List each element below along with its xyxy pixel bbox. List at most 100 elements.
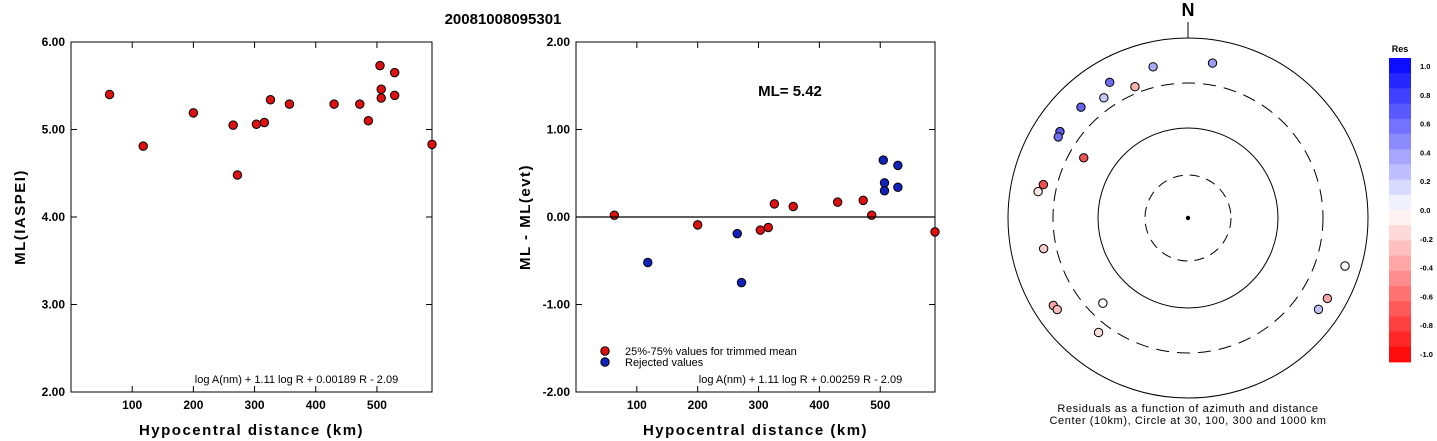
y-axis-label: ML(IASPEI) — [12, 169, 29, 265]
colorbar-segment — [1389, 118, 1411, 135]
magnitude-formula: log A(nm) + 1.11 log R + 0.00189 R - 2.0… — [195, 374, 398, 386]
data-point — [769, 199, 780, 209]
station-residual-point — [1079, 153, 1089, 163]
colorbar-tick-label: 0.2 — [1420, 177, 1430, 186]
legend-label: 25%-75% values for trimmed mean — [625, 346, 797, 358]
legend-marker — [600, 346, 610, 356]
station-residual-point — [1104, 77, 1115, 88]
x-tick-label: 400 — [306, 398, 326, 412]
data-point — [878, 155, 888, 165]
data-point — [376, 84, 386, 94]
data-point — [251, 119, 262, 129]
colorbar-segment — [1389, 270, 1411, 287]
colorbar-tick-label: -0.4 — [1420, 264, 1434, 273]
y-tick-label: 6.00 — [42, 35, 66, 49]
data-point — [732, 228, 742, 239]
colorbar-tick-label: 0.4 — [1420, 148, 1431, 157]
residual-colorbar: Res 1.0 0.8 0.6 0.4 0.2 0.0 -0.2 -0.4 -0.6 -0.8 -1.… — [1389, 44, 1434, 363]
colorbar-segment — [1389, 194, 1411, 211]
colorbar-segment — [1389, 164, 1411, 180]
data-point — [265, 95, 276, 105]
colorbar-tick-label: 1.0 — [1420, 62, 1430, 71]
data-point — [355, 99, 365, 109]
x-tick-label: 100 — [122, 398, 142, 412]
station-residual-point — [1052, 304, 1062, 315]
station-residual-point — [1053, 132, 1063, 142]
data-point — [138, 141, 148, 151]
legend-label: Rejected values — [625, 357, 704, 369]
data-point — [893, 160, 903, 171]
colorbar-segment — [1389, 210, 1411, 226]
colorbar-segment — [1389, 286, 1411, 302]
data-point — [867, 210, 877, 220]
plot-frame — [70, 41, 433, 393]
data-point — [879, 186, 890, 196]
station-residual-point — [1340, 261, 1350, 271]
colorbar-tick-label: 0.6 — [1420, 120, 1430, 129]
colorbar-tick-label: -0.6 — [1420, 292, 1433, 301]
station-residual-point — [1093, 327, 1104, 338]
data-point — [858, 195, 868, 206]
colorbar-tick-label: 0.8 — [1420, 91, 1430, 100]
data-point — [389, 67, 400, 78]
data-point — [879, 178, 890, 188]
range-circle-30km — [1144, 174, 1232, 262]
colorbar-tick-label: -1.0 — [1420, 350, 1433, 359]
y-tick-label: 3.00 — [42, 298, 66, 312]
y-tick-label: -1.00 — [543, 298, 571, 312]
y-tick-label: 1.00 — [547, 123, 571, 137]
data-point — [930, 227, 940, 237]
x-tick-label: 200 — [688, 398, 708, 412]
colorbar-segment — [1389, 346, 1411, 363]
colorbar-tick-label: 0.0 — [1420, 206, 1430, 215]
data-point — [609, 210, 620, 220]
station-residual-point — [1099, 93, 1109, 103]
x-tick-label: 500 — [870, 398, 890, 412]
colorbar-title: Res — [1392, 44, 1409, 54]
colorbar-segment — [1389, 316, 1411, 332]
y-tick-label: 2.00 — [42, 385, 66, 399]
ml-iaspei-plot: 100 200 300 400 500 2.00 3.00 4.00 5.00 6.00 Hypoc… — [12, 35, 437, 439]
azimuth-residual-polar-plot: N Residuals as a function of azimuth and … — [1007, 0, 1369, 427]
data-point — [643, 257, 653, 268]
x-tick-label: 300 — [245, 398, 265, 412]
station-residual-point — [1207, 58, 1218, 68]
y-tick-label: -2.00 — [543, 385, 571, 399]
data-point — [755, 225, 766, 235]
station-residual-point — [1322, 293, 1333, 304]
colorbar-segment — [1389, 255, 1411, 272]
polar-caption-line1: Residuals as a function of azimuth and d… — [1057, 403, 1318, 415]
station-residual-point — [1098, 298, 1108, 308]
data-point — [788, 201, 798, 212]
colorbar-segment — [1389, 301, 1411, 317]
colorbar-segment — [1389, 58, 1411, 74]
data-point — [104, 89, 115, 100]
y-tick-label: 2.00 — [547, 35, 571, 49]
north-label: N — [1182, 0, 1195, 20]
colorbar-segment — [1389, 240, 1411, 256]
station-residual-point — [1076, 102, 1086, 112]
x-tick-label: 100 — [627, 398, 647, 412]
station-residual-point — [1038, 179, 1049, 190]
data-point — [427, 139, 437, 150]
station-residual-point — [1033, 186, 1043, 197]
data-point — [284, 99, 295, 109]
station-residual-point — [1148, 62, 1158, 72]
ml-residual-plot: 100 200 300 400 500 -2.00 -1.00 0.00 1.00 2.00 Hyp… — [517, 35, 940, 439]
x-tick-label: 300 — [749, 398, 769, 412]
station-residual-point — [1038, 243, 1049, 254]
data-point — [763, 222, 773, 233]
colorbar-segment — [1389, 134, 1411, 150]
y-axis-label: ML - ML(evt) — [517, 164, 534, 270]
magnitude-formula: log A(nm) + 1.11 log R + 0.00259 R - 2.0… — [699, 374, 902, 386]
data-point — [389, 90, 400, 101]
x-tick-label: 400 — [809, 398, 829, 412]
polar-caption-line2: Center (10km), Circle at 30, 100, 300 an… — [1049, 415, 1326, 427]
colorbar-segment — [1389, 103, 1411, 120]
data-point — [893, 182, 903, 192]
epicenter-dot — [1185, 215, 1191, 221]
x-tick-label: 200 — [183, 398, 203, 412]
colorbar-segment — [1389, 149, 1411, 165]
data-point — [736, 277, 747, 288]
